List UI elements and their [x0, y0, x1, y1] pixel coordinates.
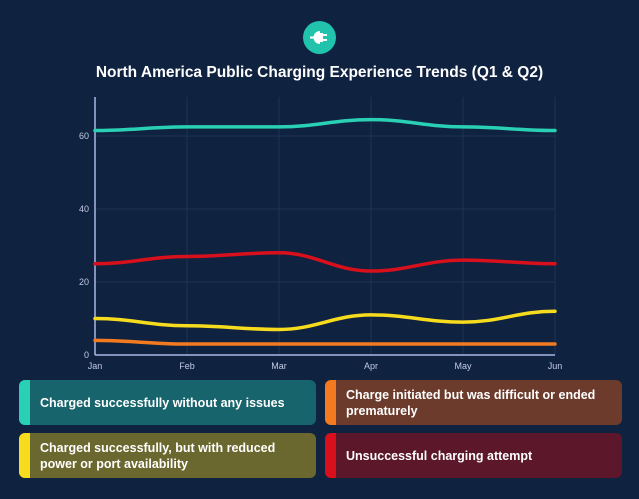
legend-label: Charged successfully without any issues — [40, 395, 285, 410]
legend-color-swatch — [19, 433, 30, 478]
x-tick-label: Jan — [88, 361, 103, 371]
legend-color-swatch — [325, 380, 336, 425]
x-tick-label: Mar — [271, 361, 287, 371]
series-line — [93, 117, 557, 133]
series-line — [93, 251, 557, 273]
y-tick-label: 20 — [79, 277, 89, 287]
legend-item[interactable]: Charged successfully, but with reduced p… — [19, 433, 316, 478]
legend-item[interactable]: Unsuccessful charging attempt — [325, 433, 622, 478]
legend-label: Charged successfully, but with reduced p… — [40, 440, 276, 471]
legend-label: Unsuccessful charging attempt — [346, 448, 533, 463]
legend-item[interactable]: Charge initiated but was difficult or en… — [325, 380, 622, 425]
legend-label: Charge initiated but was difficult or en… — [346, 387, 596, 418]
x-tick-label: Feb — [179, 361, 195, 371]
y-tick-label: 0 — [84, 350, 89, 360]
y-tick-label: 60 — [79, 131, 89, 141]
x-tick-label: Jun — [548, 361, 563, 371]
ev-plug-icon — [303, 21, 336, 54]
series-line — [93, 338, 557, 346]
legend-color-swatch — [19, 380, 30, 425]
legend-item[interactable]: Charged successfully without any issues — [19, 380, 316, 425]
chart-title: North America Public Charging Experience… — [95, 64, 544, 81]
x-tick-label: May — [454, 361, 472, 371]
series-line — [93, 309, 557, 332]
x-tick-label: Apr — [364, 361, 378, 371]
legend-color-swatch — [325, 433, 336, 478]
line-chart: Jan Feb Mar Apr May Jun 0 20 40 60 — [79, 97, 563, 371]
y-tick-label: 40 — [79, 204, 89, 214]
